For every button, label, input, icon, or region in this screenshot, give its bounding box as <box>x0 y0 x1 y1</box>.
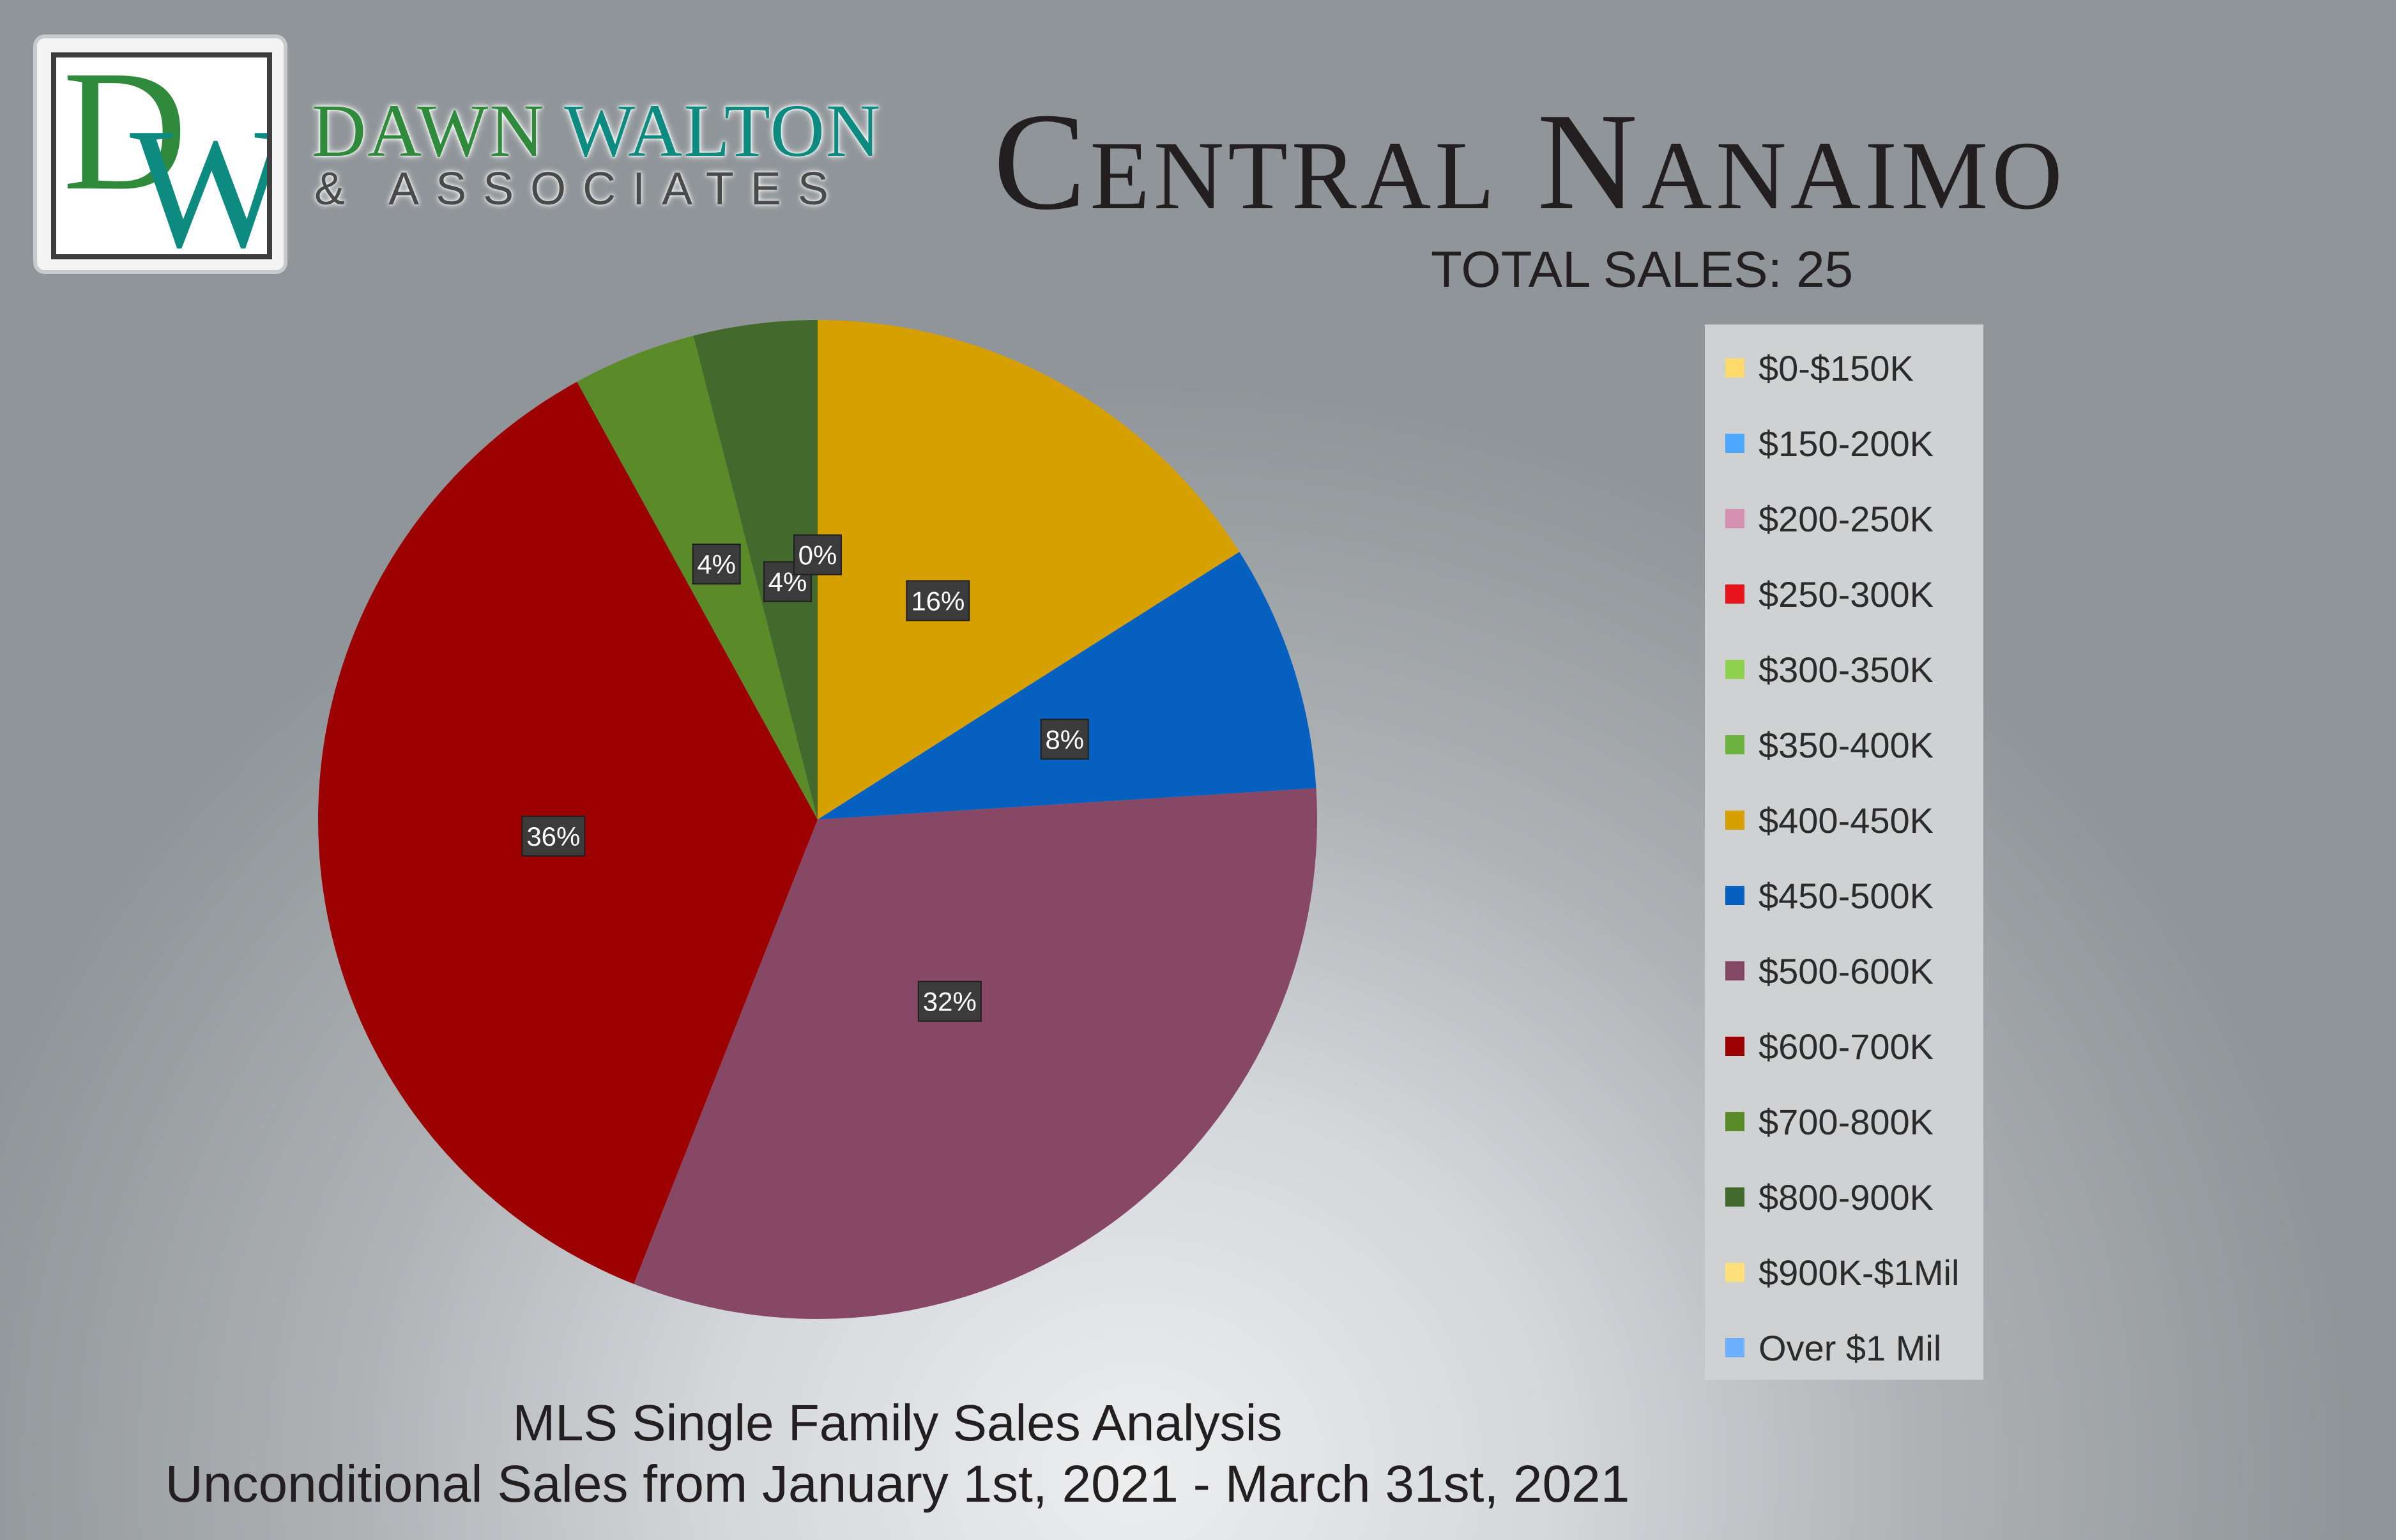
legend-swatch <box>1725 1112 1744 1131</box>
data-label-text: 32% <box>923 987 977 1017</box>
legend-label: $500-600K <box>1759 950 1934 991</box>
legend-item-over-1-mil: Over $1 Mil <box>1725 1322 1941 1373</box>
pie-slice-500-600k <box>634 788 1317 1320</box>
legend-label: $800-900K <box>1759 1177 1934 1217</box>
legend-swatch <box>1725 358 1744 377</box>
legend-item-900k-1mil: $900K-$1Mil <box>1725 1247 1959 1298</box>
data-label-box <box>906 580 970 621</box>
data-label-text: 16% <box>911 586 965 616</box>
legend-label: $250-300K <box>1759 574 1934 614</box>
legend-swatch <box>1725 886 1744 905</box>
legend-item-150-200k: $150-200K <box>1725 418 1934 469</box>
legend-item-350-400k: $350-400K <box>1725 719 1934 770</box>
legend-swatch <box>1725 584 1744 604</box>
data-label-text: 0% <box>798 540 837 570</box>
logo: D W <box>37 38 284 270</box>
legend-label: $300-350K <box>1759 649 1934 690</box>
data-label-400-450k: 16% <box>906 580 970 621</box>
legend-label: $400-450K <box>1759 800 1934 841</box>
data-label-box <box>521 816 586 857</box>
legend-item-400-450k: $400-450K <box>1725 795 1934 846</box>
chart-title: Central Nanaimo <box>993 85 2066 239</box>
data-label-600-700k: 36% <box>521 816 586 857</box>
data-label-box <box>917 980 982 1022</box>
chart-legend: $0-$150K $150-200K $200-250K $250-300K $300-… <box>1705 324 1983 1380</box>
legend-swatch <box>1725 1187 1744 1207</box>
legend-label: $0-$150K <box>1759 347 1914 388</box>
data-label-text: 4% <box>697 549 736 579</box>
legend-swatch <box>1725 1338 1744 1357</box>
legend-swatch <box>1725 1037 1744 1056</box>
legend-label: $150-200K <box>1759 423 1934 464</box>
pie-slice-800-900k <box>693 320 818 820</box>
logo-monogram: D W <box>51 52 272 259</box>
legend-label: $900K-$1Mil <box>1759 1252 1960 1293</box>
legend-item-450-500k: $450-500K <box>1725 870 1934 921</box>
legend-swatch <box>1725 434 1744 453</box>
data-label-box <box>692 544 741 585</box>
brand-name-last: WALTON <box>563 89 882 172</box>
brand-subtitle: & ASSOCIATES <box>314 164 845 215</box>
legend-item-500-600k: $500-600K <box>1725 945 1934 996</box>
legend-item-300-350k: $300-350K <box>1725 644 1934 695</box>
pie-slice-400-450k <box>818 320 1240 820</box>
logo-letter-d: D <box>63 52 187 226</box>
legend-swatch <box>1725 961 1744 980</box>
pie-slice-450-500k <box>818 551 1316 820</box>
legend-item-700-800k: $700-800K <box>1725 1096 1934 1147</box>
legend-item-200-250k: $200-250K <box>1725 493 1934 544</box>
legend-item-0-150k: $0-$150K <box>1725 342 1914 393</box>
legend-item-250-300k: $250-300K <box>1725 568 1934 620</box>
data-label-text: 8% <box>1045 724 1084 754</box>
legend-label: $700-800K <box>1759 1101 1934 1142</box>
logo-letter-w: W <box>130 102 267 255</box>
data-label-700-800k: 4% <box>692 544 741 585</box>
data-label-box <box>1040 719 1089 760</box>
legend-label: $600-700K <box>1759 1026 1934 1067</box>
footer-date-range: Unconditional Sales from January 1st, 20… <box>165 1455 1630 1513</box>
total-sales: TOTAL SALES: 25 <box>1431 241 1854 298</box>
legend-label: $350-400K <box>1759 724 1934 765</box>
data-label-450-500k: 8% <box>1040 719 1089 760</box>
legend-swatch <box>1725 735 1744 754</box>
legend-swatch <box>1725 811 1744 830</box>
data-label-900k-1mil: 0% <box>793 534 842 576</box>
legend-label: $200-250K <box>1759 498 1934 539</box>
footer-analysis-title: MLS Single Family Sales Analysis <box>512 1394 1283 1451</box>
brand-name: DAWN WALTON <box>312 93 881 169</box>
data-label-text: 36% <box>526 821 580 851</box>
legend-swatch <box>1725 1263 1744 1282</box>
legend-item-600-700k: $600-700K <box>1725 1021 1934 1072</box>
legend-label: Over $1 Mil <box>1759 1327 1942 1368</box>
brand-name-first: DAWN <box>312 89 546 172</box>
legend-swatch <box>1725 660 1744 679</box>
legend-label: $450-500K <box>1759 875 1934 916</box>
data-label-500-600k: 32% <box>917 980 982 1022</box>
data-label-box <box>793 534 842 576</box>
legend-item-800-900k: $800-900K <box>1725 1171 1934 1223</box>
legend-swatch <box>1725 509 1744 528</box>
